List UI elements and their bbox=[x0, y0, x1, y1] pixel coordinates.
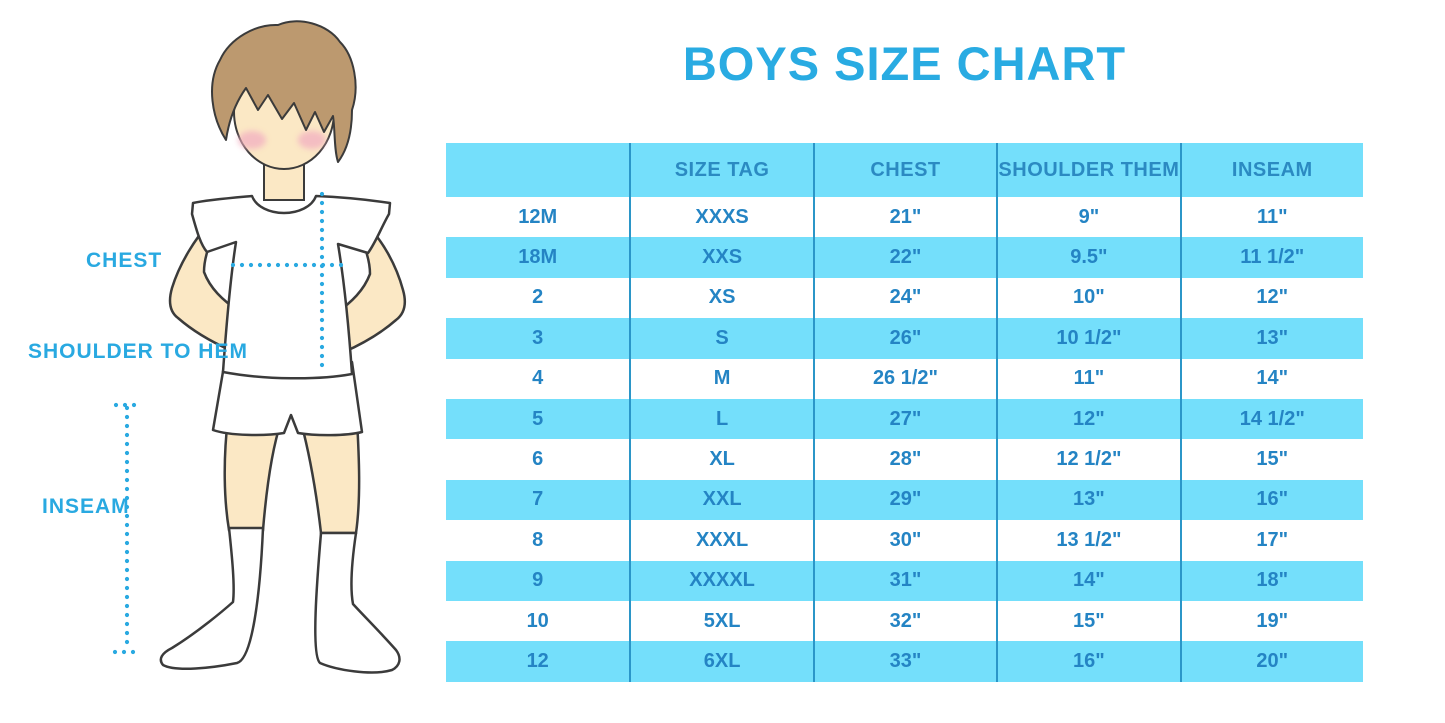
boy-figure-illustration bbox=[112, 20, 406, 674]
header-cell bbox=[446, 143, 630, 197]
cell: 6 bbox=[446, 439, 630, 480]
cell: 5XL bbox=[629, 600, 813, 642]
left-sock bbox=[159, 526, 265, 670]
cell: XS bbox=[629, 277, 813, 319]
t-shirt bbox=[190, 194, 392, 380]
right-sock bbox=[314, 531, 401, 674]
cell: 21" bbox=[812, 197, 997, 238]
cell: 13 1/2" bbox=[996, 520, 1180, 561]
left-arm bbox=[168, 220, 242, 352]
cell: 12 1/2" bbox=[996, 439, 1180, 480]
cell: 12" bbox=[1179, 277, 1363, 319]
cell: 26" bbox=[812, 318, 997, 359]
cell: 12" bbox=[996, 398, 1180, 440]
cell: 2 bbox=[446, 277, 630, 319]
hair bbox=[211, 20, 357, 163]
right-leg bbox=[299, 418, 361, 535]
header-cell: CHEST bbox=[812, 143, 997, 197]
cell: 13" bbox=[1179, 318, 1363, 359]
cell: L bbox=[629, 398, 813, 440]
cell: XXS bbox=[629, 237, 813, 278]
cell: XXL bbox=[629, 479, 813, 521]
cell: 12 bbox=[446, 641, 630, 682]
page-title: BOYS SIZE CHART bbox=[682, 37, 1127, 90]
cell: 14" bbox=[1179, 358, 1363, 399]
cell: 14 1/2" bbox=[1179, 398, 1363, 440]
cell: 4 bbox=[446, 358, 630, 399]
cell: 15" bbox=[1179, 439, 1363, 480]
cell: 9" bbox=[996, 197, 1180, 238]
shorts bbox=[211, 358, 364, 437]
cell: 20" bbox=[1179, 641, 1363, 682]
cell: 26 1/2" bbox=[812, 358, 997, 399]
cell: 28" bbox=[812, 439, 997, 480]
cell: 19" bbox=[1179, 600, 1363, 642]
cell: S bbox=[629, 318, 813, 359]
cell: 15" bbox=[996, 600, 1180, 642]
cell: 10 bbox=[446, 600, 630, 642]
cell: XXXXL bbox=[629, 560, 813, 601]
right-arm bbox=[333, 222, 406, 354]
cell: 22" bbox=[812, 237, 997, 278]
shoulder-to-hem-label: SHOULDER TO HEM bbox=[28, 340, 248, 363]
cell: 30" bbox=[812, 520, 997, 561]
cell: 31" bbox=[812, 560, 997, 601]
cell: XXXS bbox=[629, 197, 813, 238]
size-table: SIZE TAG CHEST SHOULDER THEM INSEAM 12M … bbox=[446, 143, 1363, 682]
cell: M bbox=[629, 358, 813, 399]
cell: 10 1/2" bbox=[996, 318, 1180, 359]
cell: 32" bbox=[812, 600, 997, 642]
header-cell: INSEAM bbox=[1179, 143, 1363, 197]
cell: 16" bbox=[996, 641, 1180, 682]
header-cell: SHOULDER THEM bbox=[996, 143, 1180, 197]
cell: 24" bbox=[812, 277, 997, 319]
cell: 18M bbox=[446, 237, 630, 278]
chest-label: CHEST bbox=[86, 249, 163, 272]
cell: 12M bbox=[446, 197, 630, 238]
left-cheek bbox=[238, 131, 266, 149]
cell: XL bbox=[629, 439, 813, 480]
cell: 13" bbox=[996, 479, 1180, 521]
cell: XXXL bbox=[629, 520, 813, 561]
cell: 9 bbox=[446, 560, 630, 601]
cell: 11 1/2" bbox=[1179, 237, 1363, 278]
cell: 17" bbox=[1179, 520, 1363, 561]
cell: 18" bbox=[1179, 560, 1363, 601]
header-cell: SIZE TAG bbox=[629, 143, 813, 197]
cell: 5 bbox=[446, 398, 630, 440]
inseam-label: INSEAM bbox=[42, 495, 130, 518]
cell: 14" bbox=[996, 560, 1180, 601]
cell: 7 bbox=[446, 479, 630, 521]
cell: 33" bbox=[812, 641, 997, 682]
cell: 9.5" bbox=[996, 237, 1180, 278]
cell: 11" bbox=[996, 358, 1180, 399]
cell: 10" bbox=[996, 277, 1180, 319]
cell: 16" bbox=[1179, 479, 1363, 521]
right-cheek bbox=[298, 131, 326, 149]
cell: 8 bbox=[446, 520, 630, 561]
cell: 29" bbox=[812, 479, 997, 521]
cell: 11" bbox=[1179, 197, 1363, 238]
cell: 27" bbox=[812, 398, 997, 440]
cell: 6XL bbox=[629, 641, 813, 682]
cell: 3 bbox=[446, 318, 630, 359]
